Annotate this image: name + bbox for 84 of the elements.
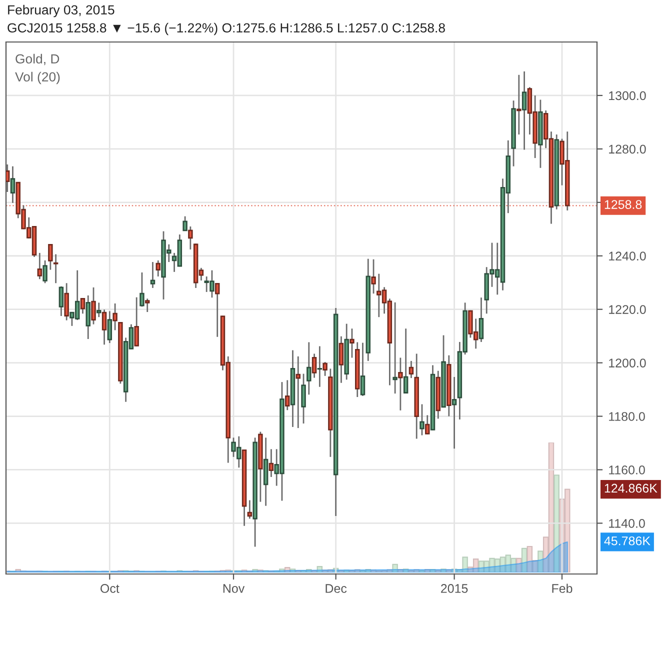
x-tick-label: Feb — [552, 584, 572, 593]
candlestick — [214, 282, 220, 338]
x-tick-label: Nov — [223, 584, 245, 593]
bar — [521, 548, 528, 572]
candlestick — [144, 298, 150, 313]
bar — [392, 564, 398, 572]
candlestick — [408, 360, 414, 379]
x-tick-label: 2015 — [441, 584, 468, 593]
candlestick — [48, 244, 53, 270]
candlestick — [91, 286, 96, 326]
bar — [516, 558, 522, 572]
candlestick — [188, 226, 193, 250]
annotation: Gold, D — [16, 54, 60, 66]
candlestick — [403, 328, 408, 394]
candlestick — [322, 361, 328, 377]
candlestick — [247, 500, 252, 520]
candlestick — [6, 164, 10, 193]
ref-line-label: 1258.8 — [604, 200, 642, 209]
bar — [258, 570, 264, 572]
candlestick — [86, 294, 90, 340]
y-tick-label: 1160.0 — [609, 466, 645, 474]
y-tick-label: 1180.0 — [609, 412, 645, 421]
candlestick — [478, 296, 484, 343]
bar — [424, 568, 430, 572]
y-tick-label: 1240.0 — [609, 252, 646, 261]
candlestick — [134, 296, 139, 347]
candlestick — [371, 258, 376, 294]
candlestick — [360, 342, 366, 397]
bar — [316, 566, 323, 572]
candlestick — [317, 346, 322, 388]
candlestick — [522, 70, 527, 150]
y-tick-label: 1140.0 — [609, 519, 645, 528]
candlestick — [112, 302, 118, 331]
bar — [554, 474, 560, 572]
candlestick — [140, 272, 144, 308]
candlestick — [306, 342, 312, 396]
candlestick — [398, 357, 403, 412]
candlestick — [58, 286, 64, 317]
candlestick — [64, 282, 69, 321]
bar — [290, 568, 296, 572]
candlestick — [296, 356, 300, 429]
candlestick — [182, 216, 188, 232]
bar — [435, 570, 442, 572]
candlestick — [312, 353, 317, 378]
candlestick — [10, 166, 16, 204]
candlestick — [425, 414, 430, 435]
bar — [402, 568, 409, 572]
candlestick — [420, 404, 424, 436]
candlestick — [285, 379, 290, 411]
text: 124.866K — [604, 484, 658, 493]
text: 45.786K — [604, 536, 650, 546]
candlestick — [452, 376, 457, 450]
bar — [446, 569, 452, 572]
candlestick — [301, 373, 306, 424]
candlestick — [150, 261, 156, 289]
candlestick — [80, 297, 86, 314]
y-tick-label: 1300.0 — [609, 91, 646, 100]
bar — [252, 568, 258, 572]
candlestick — [96, 302, 102, 318]
candlestick — [338, 336, 344, 384]
y-tick-label: 1200.0 — [609, 358, 646, 368]
candlestick — [53, 254, 58, 284]
x-tick-label: Oct — [100, 584, 120, 593]
chart-title: February 03, 2015 — [8, 4, 114, 18]
candlestick — [268, 448, 274, 478]
x-tick-label: Dec — [326, 584, 347, 593]
candlestick — [392, 302, 398, 394]
bar — [344, 570, 350, 572]
bar — [440, 568, 446, 572]
candlestick — [37, 252, 42, 280]
y-tick-label: 1220.0 — [609, 305, 646, 314]
bar — [398, 568, 404, 572]
candlestick — [516, 74, 522, 136]
candlestick — [107, 310, 112, 344]
candlestick — [42, 260, 48, 284]
bar — [284, 567, 290, 572]
annotation: Vol (20) — [15, 72, 60, 84]
candlestick — [350, 328, 354, 358]
candlestick — [102, 308, 107, 346]
bar — [538, 550, 544, 572]
candlestick — [156, 260, 160, 278]
chart-subtitle: GCJ2015 1258.8 ▼ −15.6 (−1.22%) O:1275.6 H:1286.5 L:1257.0 C:1258.8 — [8, 22, 445, 36]
y-tick-label: 1280.0 — [609, 144, 646, 154]
bar — [430, 568, 436, 572]
